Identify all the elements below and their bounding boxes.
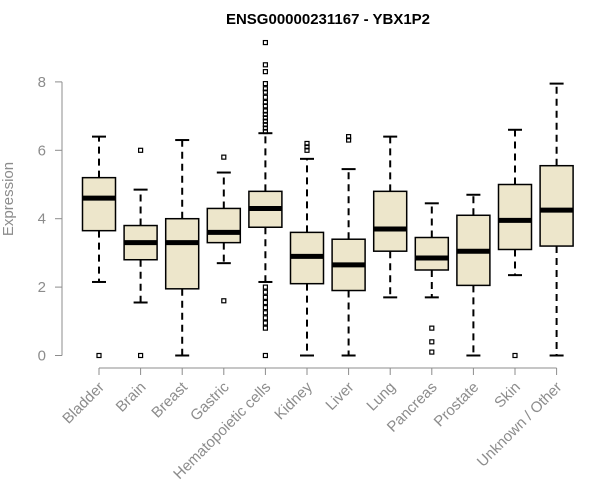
outlier-point [346,137,352,143]
box-group [289,140,325,357]
outlier-point [262,299,268,306]
y-tick-label: 6 [38,142,46,159]
x-tick-label: Prostate [431,379,483,431]
outlier-point [262,289,268,295]
x-tick-label: Brain [113,379,150,416]
x-tick-label: Lung [363,379,399,415]
y-axis: 0 2 4 6 8 [38,74,63,365]
box-group [248,39,283,359]
box-group [372,135,408,299]
box [497,183,533,251]
outlier-point [262,128,268,135]
box-group [164,139,200,357]
y-tick-label: 0 [38,348,46,365]
box-group [331,134,366,357]
outlier-point [429,339,435,345]
box [206,207,242,244]
outlier-point [429,349,435,355]
box-group [497,128,533,359]
outlier-point [262,320,268,326]
y-axis-label: Expression [0,162,17,236]
outlier-point [262,294,268,300]
box [539,164,574,247]
outlier-point [262,103,268,109]
outlier-point [262,284,268,290]
box-group [456,193,491,357]
outlier-point [512,352,518,359]
chart-title: ENSG00000231167 - YBX1P2 [226,11,430,28]
box [81,176,117,232]
box-group [81,135,117,359]
outlier-point [221,298,227,304]
outlier-point [262,325,268,331]
outlier-point [262,310,268,316]
outlier-point [262,69,268,75]
box [164,217,200,290]
box-group [206,154,242,304]
outlier-point [262,39,268,46]
outlier-point [262,94,268,100]
outlier-point [262,305,268,311]
outlier-point [221,154,227,160]
x-tick-label: Liver [322,379,357,414]
y-tick-label: 8 [38,74,46,91]
box [372,190,408,252]
outlier-point [138,352,144,359]
box-group [539,82,574,357]
outlier-point [262,89,268,95]
y-tick-label: 2 [38,279,46,296]
x-tick-label: Skin [491,379,524,412]
outlier-point [304,147,310,153]
box-group [414,202,450,355]
x-tick-label: Bladder [59,379,108,428]
outlier-point [262,315,268,321]
outlier-point [262,352,268,359]
outlier-point [262,62,268,68]
box [414,236,450,271]
x-tick-label: Kidney [271,378,316,423]
outlier-point [262,81,268,87]
y-tick-label: 4 [38,211,46,228]
outlier-point [96,352,102,359]
x-tick-label: Breast [148,378,191,421]
box-group [123,147,158,359]
outlier-point [138,147,144,153]
outlier-point [429,325,435,331]
plot-area [81,39,574,359]
